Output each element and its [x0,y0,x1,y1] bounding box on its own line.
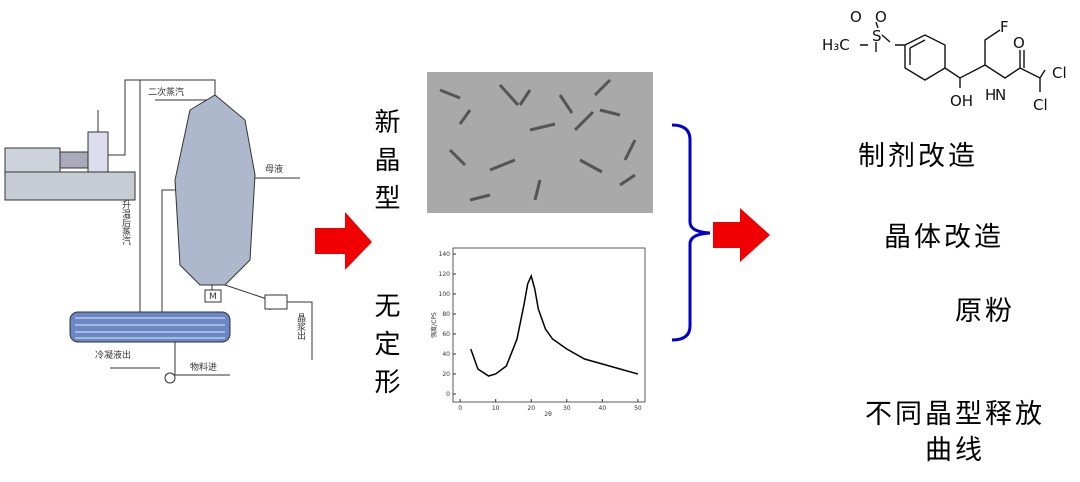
x-tick-label: 40 [599,405,607,412]
y-tick-label: 120 [439,271,451,278]
y-tick-label: 0 [446,391,450,398]
y-tick-label: 140 [439,251,451,258]
nitrogen: N [995,86,1006,104]
hydroxyl: OH [950,92,973,110]
vapor-label: 二次蒸汽 [148,86,184,98]
plot-frame [452,247,646,403]
x-axis-label: 2θ [544,411,552,418]
y-tick-label: 100 [439,291,451,298]
methyl: H₃C [822,36,850,54]
chlorine: Cl [1052,64,1067,82]
x-tick-label: 30 [563,405,571,412]
condensate-label: 冷凝液出 [95,349,131,361]
motor-label: M [209,292,217,302]
outcome: 原粉 [955,296,1015,327]
y-tick-label: 40 [442,351,450,358]
oxygen: O [850,8,862,26]
x-tick-label: 10 [492,405,500,412]
y-tick-label: 60 [442,331,450,338]
outcome: 晶体改造 [884,222,1004,253]
molecule-drawing [860,21,1046,92]
crystallizer-drawing [4,79,313,384]
arrow [713,208,770,262]
crystal-label: 新晶型 [370,108,400,222]
outcome: 曲线 [925,435,985,466]
y-tick-label: 80 [442,311,450,318]
crystal-micrograph [427,72,653,213]
slurry-label: 晶浆出 [295,313,306,341]
bracket [671,123,711,342]
oxygen: O [875,8,887,26]
fluorine: F [1000,18,1009,36]
xrd-card [427,238,657,420]
x-tick-label: 0 [458,405,462,412]
arrow [315,212,372,270]
xrd-curve [470,273,639,377]
x-tick-label: 50 [634,405,642,412]
feed-label: 物料进 [190,361,217,373]
outcome: 不同晶型释放 [865,399,1045,430]
sulfur: S [872,27,882,45]
outcome: 制剂改造 [858,141,978,172]
carbonyl-oxygen: O [1013,34,1025,52]
y-tick-label: 20 [442,371,450,378]
amorphous-label: 无定形 [370,292,400,406]
chlorine: Cl [1033,96,1048,114]
x-tick-label: 20 [527,405,535,412]
mother-liquor-label: 母液 [265,163,283,175]
y-axis-label: 强度/CPS [430,312,438,338]
hydrogen: H [985,86,996,104]
steam-label: 升温后蒸汽 [120,200,131,245]
xrd-chart: 0 10 20 30 40 50 0 20 40 60 80 100 120 140 [439,247,646,412]
